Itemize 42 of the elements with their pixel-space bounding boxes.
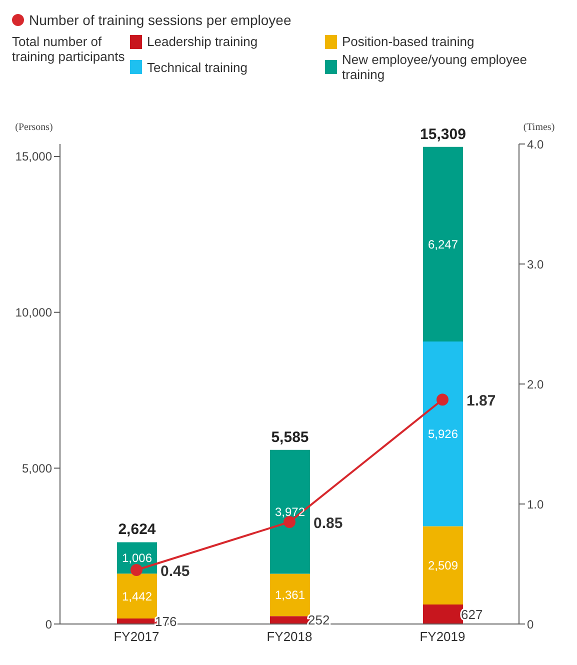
x-tick-label: FY2017 [114,629,160,644]
bar [423,146,463,342]
data-label: 0.85 [314,515,343,532]
y-tick-label: 5,000 [22,461,52,476]
data-label: 1,361 [274,588,306,602]
bar [423,342,463,526]
total-label: 5,585 [271,428,309,446]
data-label: 2,509 [428,558,458,573]
bar [270,450,310,574]
data-label: 1,442 [122,589,152,604]
y2-axis-title: (Times) [523,122,555,133]
legend-label: Leadership training [146,34,259,49]
x-tick-label: FY2018 [266,629,312,644]
bar [423,604,463,624]
total-label: 15,309 [420,126,466,143]
bar [117,574,157,619]
legend-label: Position-based training [341,34,476,49]
point [130,564,142,576]
data-label: 5,926 [428,427,458,442]
y-axis-title: (Persons) [15,122,53,133]
legend-title: Total number of training participants [12,34,126,66]
data-label: 6,247 [428,237,458,252]
bar [270,616,310,624]
bar [423,526,463,604]
y2-tick-label: 1.0 [527,497,544,512]
y-tick-label: 0 [45,617,52,632]
legend-label: Number of training sessions per employee [28,12,292,28]
total-label: 2,624 [118,521,156,538]
legend-label: New employee/young employee training [341,52,528,82]
y2-tick-label: 4.0 [527,137,544,152]
data-label: 1.87 [466,392,496,410]
y-tick-label: 15,000 [15,150,52,164]
data-label: 1,006 [122,551,152,566]
bar [270,574,310,616]
y2-tick-label: 0 [527,617,534,632]
y2-tick-label: 2.0 [527,377,544,392]
data-label: 0.45 [160,563,190,580]
y2-tick-label: 3.0 [527,257,544,272]
y-tick-label: 10,000 [15,306,52,320]
legend-label: Technical training [146,58,248,77]
point [436,394,448,406]
x-tick-label: FY2019 [420,629,466,644]
